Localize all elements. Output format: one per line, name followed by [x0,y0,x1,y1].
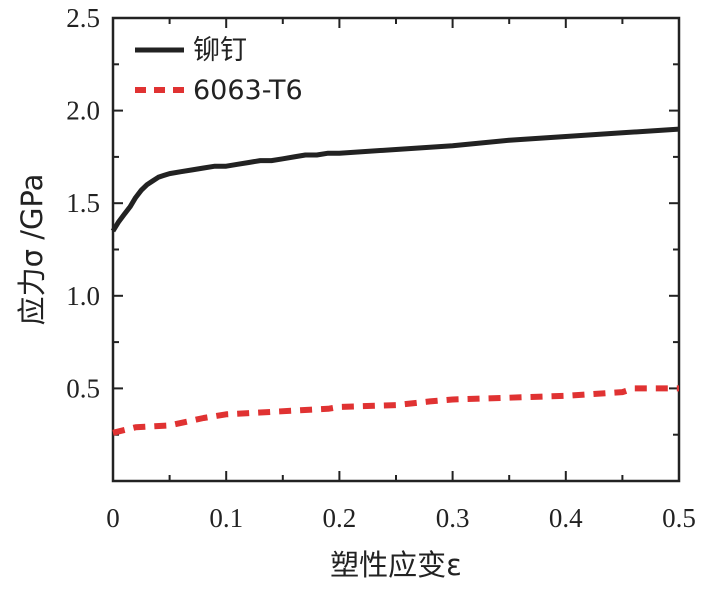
x-tick-label: 0.3 [436,503,470,533]
x-tick-label: 0.4 [549,503,583,533]
x-tick-label: 0.2 [323,503,357,533]
series-line-1 [110,126,680,233]
x-tick-label: 0.5 [662,503,696,533]
y-tick-label: 0.5 [66,373,100,403]
x-tick-label: 0 [106,503,120,533]
x-axis-title: 塑性应变ε [330,548,462,582]
y-tick-label: 2.5 [66,3,100,33]
series-line-2 [112,385,679,436]
y-axis-title: 应力σ /GPa [15,174,49,326]
x-tick-label: 0.1 [209,503,243,533]
x-axis-ticks: 0 0.1 0.2 0.3 0.4 0.5 [106,18,696,533]
legend: 铆钉 6063-T6 [135,35,303,106]
series-layer [110,126,680,436]
legend-label: 铆钉 [193,35,247,66]
y-tick-label: 1.0 [66,281,100,311]
y-tick-label: 2.0 [66,96,100,126]
y-tick-label: 1.5 [66,188,100,218]
legend-label: 6063-T6 [193,75,303,106]
y-axis-ticks: 0.5 1.0 1.5 2.0 2.5 [66,3,679,436]
